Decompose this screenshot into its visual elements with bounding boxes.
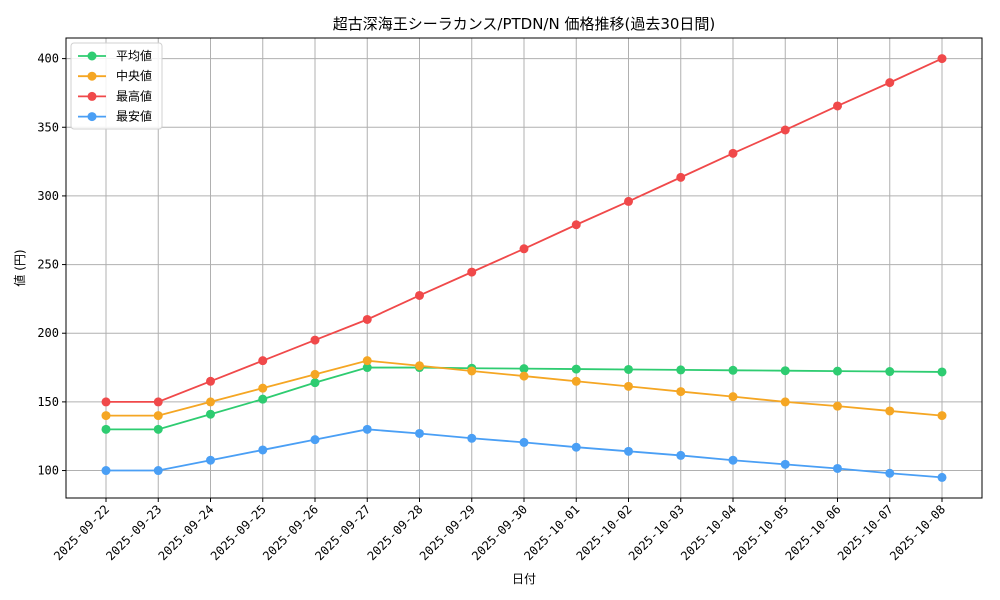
data-point bbox=[833, 366, 842, 376]
legend-label: 中央値 bbox=[116, 68, 152, 83]
legend-label: 最安値 bbox=[116, 109, 152, 124]
data-point bbox=[676, 387, 686, 397]
data-point bbox=[780, 459, 790, 469]
data-point bbox=[258, 356, 268, 366]
legend-label: 最高値 bbox=[116, 88, 152, 103]
data-point bbox=[833, 463, 842, 473]
y-tick-label: 150 bbox=[37, 395, 59, 409]
legend-marker bbox=[87, 51, 97, 61]
data-point bbox=[676, 172, 686, 182]
data-point bbox=[258, 383, 268, 393]
data-point bbox=[885, 367, 895, 377]
ticks: 2025-09-222025-09-232025-09-242025-09-25… bbox=[37, 52, 948, 564]
data-point bbox=[885, 406, 895, 416]
data-point bbox=[885, 468, 895, 478]
data-point bbox=[310, 435, 320, 445]
data-point bbox=[415, 428, 424, 438]
grid bbox=[66, 38, 982, 498]
data-point bbox=[937, 472, 947, 482]
data-point bbox=[937, 411, 947, 421]
data-point bbox=[937, 367, 947, 377]
data-point bbox=[467, 267, 477, 277]
data-point bbox=[519, 371, 529, 381]
legend-box bbox=[70, 42, 163, 130]
data-point bbox=[206, 409, 215, 419]
data-point bbox=[780, 397, 790, 407]
series-layer bbox=[101, 54, 947, 482]
legend-label: 平均値 bbox=[116, 48, 152, 63]
data-point bbox=[362, 424, 372, 434]
data-point bbox=[624, 364, 633, 374]
data-point bbox=[362, 314, 372, 324]
y-tick-label: 350 bbox=[37, 120, 59, 134]
series-2 bbox=[101, 356, 947, 421]
data-point bbox=[519, 244, 529, 254]
data-point bbox=[467, 366, 477, 376]
data-point bbox=[728, 148, 738, 158]
data-point bbox=[153, 466, 163, 476]
data-point bbox=[519, 437, 529, 447]
chart-title: 超古深海王シーラカンス/PTDN/N 価格推移(過去30日間) bbox=[333, 15, 716, 33]
data-point bbox=[101, 397, 111, 407]
data-point bbox=[937, 54, 947, 64]
data-point bbox=[206, 376, 215, 386]
data-point bbox=[310, 335, 320, 345]
data-point bbox=[885, 78, 895, 88]
y-tick-label: 400 bbox=[37, 52, 59, 66]
series-4 bbox=[101, 424, 947, 482]
data-point bbox=[676, 450, 686, 460]
data-point bbox=[101, 466, 111, 476]
x-axis-label: 日付 bbox=[512, 572, 536, 586]
data-point bbox=[780, 125, 790, 135]
data-point bbox=[624, 196, 633, 206]
data-point bbox=[624, 446, 633, 456]
data-point bbox=[571, 442, 581, 452]
legend-marker bbox=[87, 112, 97, 122]
data-point bbox=[415, 290, 424, 300]
series-3 bbox=[101, 54, 947, 407]
data-point bbox=[206, 397, 215, 407]
data-point bbox=[780, 366, 790, 376]
data-point bbox=[206, 455, 215, 465]
data-point bbox=[833, 101, 842, 111]
data-point bbox=[571, 376, 581, 386]
data-point bbox=[415, 361, 424, 371]
data-point bbox=[362, 356, 372, 366]
data-point bbox=[624, 381, 633, 391]
y-axis-label: 値 (円) bbox=[12, 249, 27, 286]
x-tick-label: 2025-10-08 bbox=[887, 502, 948, 563]
data-point bbox=[833, 401, 842, 411]
data-point bbox=[310, 378, 320, 388]
data-point bbox=[728, 392, 738, 402]
data-point bbox=[153, 411, 163, 421]
data-point bbox=[153, 424, 163, 434]
data-point bbox=[571, 364, 581, 374]
y-tick-label: 100 bbox=[37, 464, 59, 478]
data-point bbox=[101, 424, 111, 434]
data-point bbox=[728, 365, 738, 375]
y-tick-label: 200 bbox=[37, 326, 59, 340]
data-point bbox=[362, 363, 372, 373]
data-point bbox=[258, 394, 268, 404]
y-tick-label: 250 bbox=[37, 258, 59, 272]
data-point bbox=[467, 433, 477, 443]
data-point bbox=[519, 364, 529, 374]
data-point bbox=[258, 445, 268, 455]
data-point bbox=[153, 397, 163, 407]
data-point bbox=[676, 365, 686, 375]
data-point bbox=[310, 369, 320, 379]
legend-marker bbox=[87, 91, 97, 101]
legend-marker bbox=[87, 71, 97, 81]
y-tick-label: 300 bbox=[37, 189, 59, 203]
data-point bbox=[728, 455, 738, 465]
data-point bbox=[571, 220, 581, 230]
data-point bbox=[101, 411, 111, 421]
